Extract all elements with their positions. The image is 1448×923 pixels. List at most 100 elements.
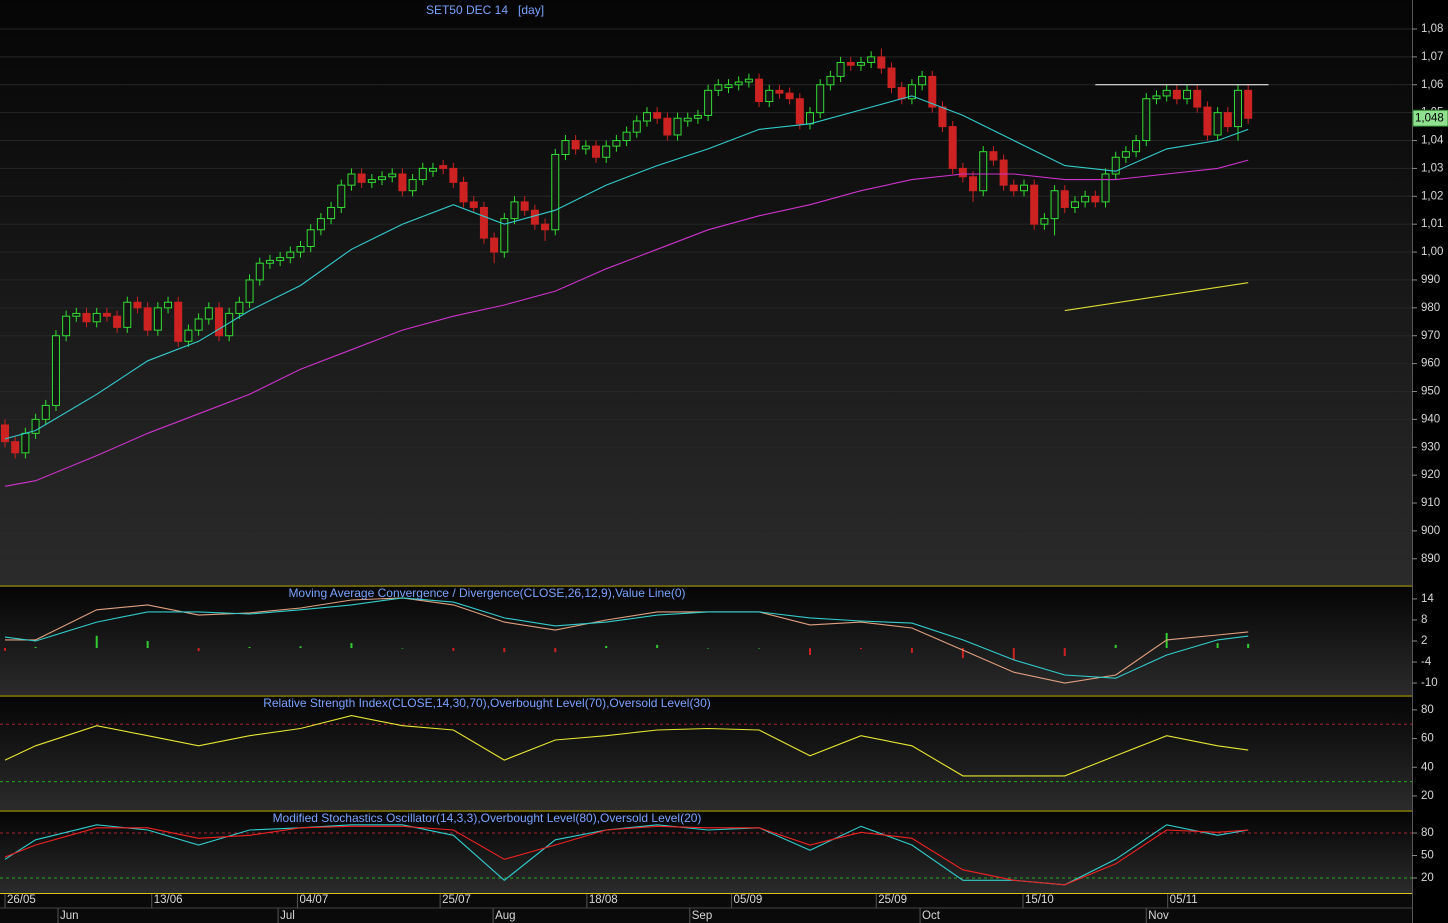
y-tick-label: 20 <box>1421 872 1434 884</box>
histogram-bar <box>146 641 149 649</box>
y-tick-label: 80 <box>1421 827 1434 839</box>
candle-body <box>214 307 223 337</box>
histogram-bar <box>605 645 608 649</box>
candle-body <box>367 179 376 183</box>
candle-body <box>123 301 132 328</box>
y-tick-label: 990 <box>1421 274 1440 286</box>
candle-body <box>683 117 692 122</box>
moving-average <box>4 159 1249 487</box>
y-tick-label: 14 <box>1421 593 1434 605</box>
candle-body <box>1193 89 1202 108</box>
y-tick-label: 40 <box>1421 761 1434 773</box>
x-tick-label: 25/07 <box>442 894 471 906</box>
moving-average <box>4 95 1249 440</box>
candle-body <box>21 432 30 454</box>
candle-body <box>1050 190 1059 220</box>
candle-body <box>1121 151 1130 158</box>
panel-title: Relative Strength Index(CLOSE,14,30,70),… <box>263 696 711 710</box>
candle-body <box>164 301 173 309</box>
candle-body <box>398 173 407 192</box>
candle-body <box>500 218 509 253</box>
y-tick-label: 20 <box>1421 790 1434 802</box>
candle-body <box>184 329 193 342</box>
y-tick-label: 1,01 <box>1421 218 1443 230</box>
panel-separators <box>0 585 1412 894</box>
y-tick-label: 2 <box>1421 635 1427 647</box>
candle-body <box>795 98 804 125</box>
candle-body <box>775 89 784 94</box>
histogram-bar <box>1114 644 1117 649</box>
x-tick-label: 13/06 <box>154 894 183 906</box>
indicator-line <box>4 825 1249 886</box>
candle-body <box>204 307 213 320</box>
histogram-bar <box>859 648 862 650</box>
x-tick-label: Oct <box>922 910 941 922</box>
candle-body <box>388 173 397 178</box>
y-tick-label: 1,02 <box>1421 190 1443 202</box>
candle-body <box>989 151 998 161</box>
histogram-bar <box>809 648 812 656</box>
y-tick-label: -4 <box>1421 656 1432 668</box>
candle-body <box>724 84 733 89</box>
candle-body <box>1152 95 1161 100</box>
histogram-bar <box>1247 643 1250 649</box>
candle-body <box>785 92 794 100</box>
candle-body <box>897 87 906 100</box>
x-tick-label: 26/05 <box>7 894 36 906</box>
candle-body <box>958 167 967 178</box>
y-tick-label: 60 <box>1421 733 1434 745</box>
candle-body <box>1030 184 1039 225</box>
candle-body <box>979 151 988 192</box>
y-tick-label: 940 <box>1421 413 1440 425</box>
candle-body <box>51 335 60 406</box>
x-tick-label: 05/09 <box>734 894 763 906</box>
candle-body <box>856 61 865 66</box>
candle-body <box>92 312 101 323</box>
candle-body <box>918 75 927 86</box>
histogram-bar <box>1216 643 1219 649</box>
y-tick-label: 1,00 <box>1421 246 1443 258</box>
y-tick-label: 50 <box>1421 850 1434 862</box>
x-tick-label: Jun <box>60 910 79 922</box>
candle-body <box>663 117 672 136</box>
candle-body <box>653 112 662 119</box>
y-tick-label: 960 <box>1421 358 1440 370</box>
candle-body <box>1060 190 1069 208</box>
y-tick-label: 910 <box>1421 497 1440 509</box>
y-tick-label: 890 <box>1421 553 1440 565</box>
candle-body <box>826 75 835 86</box>
x-tick-label: Aug <box>495 910 515 922</box>
candle-body <box>612 140 621 147</box>
x-tick-label: 25/09 <box>878 894 907 906</box>
candle-body <box>714 84 723 91</box>
candle-body <box>153 307 162 331</box>
candle-body <box>867 56 876 63</box>
candle-body <box>235 301 244 314</box>
y-tick-label: 80 <box>1421 704 1434 716</box>
indicator-line <box>4 597 1249 679</box>
candle-body <box>642 112 651 122</box>
candle-body <box>816 84 825 114</box>
histogram-bar <box>707 648 710 649</box>
candle-body <box>744 78 753 83</box>
x-tick-label: 04/07 <box>299 894 328 906</box>
candle-body <box>347 173 356 186</box>
candle-body <box>887 67 896 89</box>
candle-body <box>72 312 81 317</box>
y-tick-label: 1,08 <box>1421 23 1443 35</box>
y-tick-label: 980 <box>1421 302 1440 314</box>
candle-body <box>102 312 111 317</box>
candle-body <box>734 81 743 86</box>
histogram-bar <box>503 648 506 653</box>
candle-body <box>113 315 122 328</box>
histogram-bar <box>4 648 6 651</box>
candle-body <box>1183 89 1192 100</box>
candle-body <box>1101 173 1110 203</box>
candle-body <box>1233 89 1242 128</box>
x-tick-label: 18/08 <box>589 894 618 906</box>
candle-body <box>143 307 152 331</box>
histogram-bar <box>1012 648 1015 661</box>
histogram-bar <box>452 648 455 651</box>
candle-body <box>378 176 387 181</box>
candle-body <box>704 89 713 116</box>
